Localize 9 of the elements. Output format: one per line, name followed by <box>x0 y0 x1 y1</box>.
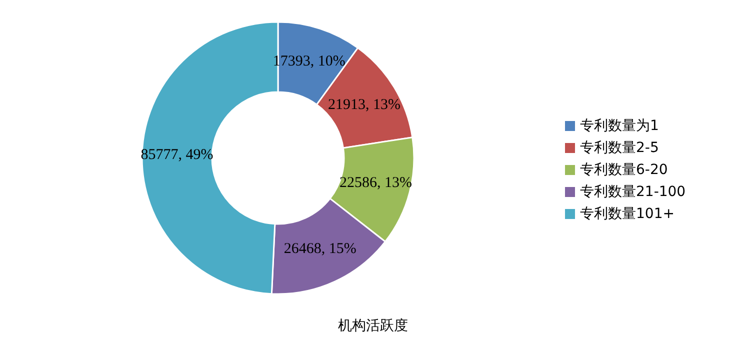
data-label: 21913, 13% <box>328 96 400 113</box>
legend-label: 专利数量2-5 <box>580 140 659 156</box>
text: 机构活跃度 <box>338 318 408 334</box>
legend-label: 专利数量6-20 <box>580 162 668 178</box>
data-label: 22586, 13% <box>339 174 412 191</box>
legend-label: 专利数量为1 <box>580 118 659 134</box>
legend-label: 专利数量101+ <box>580 206 674 222</box>
legend-label: 专利数量21-100 <box>580 184 686 200</box>
data-label: 26468, 15% <box>284 241 356 258</box>
